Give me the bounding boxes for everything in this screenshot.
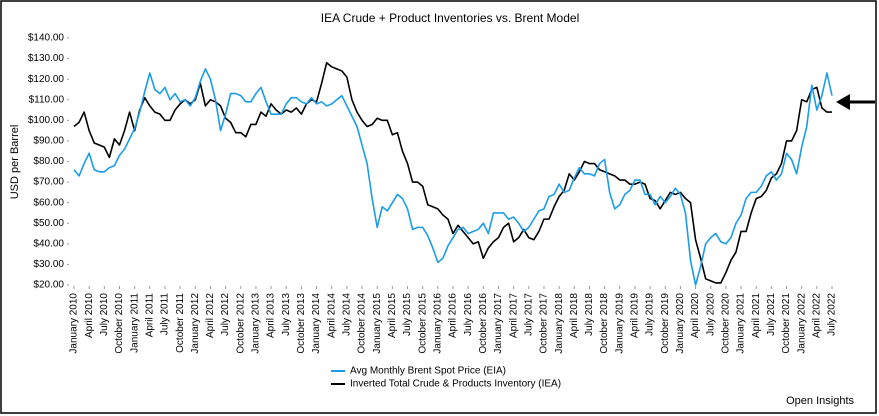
x-tick-label: April 2020	[690, 293, 701, 338]
x-tick-label: July 2010	[99, 293, 110, 336]
y-tick-label: $20.00	[33, 280, 64, 291]
x-tick-label: October 2020	[721, 293, 732, 354]
x-tick-label: April 2012	[205, 293, 216, 338]
x-tick-label: January 2012	[190, 293, 201, 354]
x-tick-label: April 2017	[508, 293, 519, 338]
x-tick-label: October 2019	[660, 293, 671, 354]
x-tick-label: January 2014	[311, 293, 322, 354]
x-tick-label: October 2015	[417, 293, 428, 354]
series-line	[73, 68, 833, 286]
x-tick-label: October 2018	[599, 293, 610, 354]
x-tick-label: January 2018	[554, 293, 565, 354]
x-tick-label: January 2016	[432, 293, 443, 354]
x-tick-label: January 2013	[251, 293, 262, 354]
x-tick-label: April 2014	[326, 293, 337, 338]
x-tick-label: July 2016	[463, 293, 474, 336]
x-tick-label: January 2011	[129, 293, 140, 353]
x-tick-label: October 2017	[539, 293, 550, 354]
y-tick-label: $100.00	[28, 115, 65, 126]
arrow	[836, 94, 875, 110]
chart-title: IEA Crude + Product Inventories vs. Bren…	[321, 11, 579, 25]
x-tick-label: July 2018	[584, 293, 595, 336]
x-tick-label: October 2021	[781, 293, 792, 354]
x-tick-label: April 2016	[448, 293, 459, 338]
x-tick-label: October 2011	[175, 293, 186, 353]
x-tick-label: April 2010	[84, 293, 95, 338]
x-tick-label: January 2019	[614, 293, 625, 354]
x-tick-label: April 2015	[387, 293, 398, 338]
x-tick-label: April 2011	[144, 293, 155, 338]
y-tick-label: $30.00	[33, 259, 64, 270]
x-tick-label: July 2011	[160, 293, 171, 336]
x-tick-label: July 2022	[827, 293, 838, 336]
annotation: Open Insights	[786, 395, 854, 407]
x-tick-label: October 2010	[114, 293, 125, 354]
x-tick-label: October 2013	[296, 293, 307, 354]
y-tick-label: $80.00	[33, 156, 64, 167]
y-tick-label: $70.00	[33, 177, 64, 188]
x-tick-label: April 2013	[266, 293, 277, 338]
x-tick-label: July 2019	[645, 293, 656, 336]
x-tick-label: January 2015	[372, 293, 383, 354]
x-tick-label: July 2014	[342, 293, 353, 336]
x-tick-label: July 2021	[766, 293, 777, 336]
x-tick-label: July 2017	[523, 293, 534, 336]
x-tick-label: April 2019	[630, 293, 641, 338]
legend-label: Avg Monthly Brent Spot Price (EIA)	[350, 366, 506, 377]
x-tick-label: January 2021	[736, 293, 747, 354]
y-tick-label: $130.00	[28, 53, 65, 64]
x-tick-label: April 2021	[751, 293, 762, 338]
y-tick-label: $50.00	[33, 218, 64, 229]
x-tick-label: July 2015	[402, 293, 413, 336]
x-tick-label: January 2010	[69, 293, 80, 354]
x-tick-label: January 2017	[493, 293, 504, 354]
x-tick-label: January 2020	[675, 293, 686, 354]
x-tick-label: April 2018	[569, 293, 580, 338]
x-tick-label: July 2012	[220, 293, 231, 336]
legend-label: Inverted Total Crude & Products Inventor…	[350, 379, 561, 390]
y-tick-label: $140.00	[28, 33, 65, 44]
y-tick-label: $40.00	[33, 238, 64, 249]
arrow-head	[836, 94, 850, 110]
x-tick-label: October 2014	[357, 293, 368, 354]
x-tick-label: January 2022	[796, 293, 807, 354]
x-tick-label: July 2013	[281, 293, 292, 336]
y-tick-label: $90.00	[33, 136, 64, 147]
y-axis-label: USD per Barrel	[9, 125, 21, 200]
x-tick-label: April 2022	[811, 293, 822, 338]
x-tick-label: July 2020	[705, 293, 716, 336]
x-tick-label: October 2016	[478, 293, 489, 354]
y-tick-label: $110.00	[29, 94, 65, 105]
x-tick-label: October 2012	[235, 293, 246, 354]
y-tick-label: $120.00	[28, 74, 65, 85]
y-tick-label: $60.00	[33, 197, 64, 208]
